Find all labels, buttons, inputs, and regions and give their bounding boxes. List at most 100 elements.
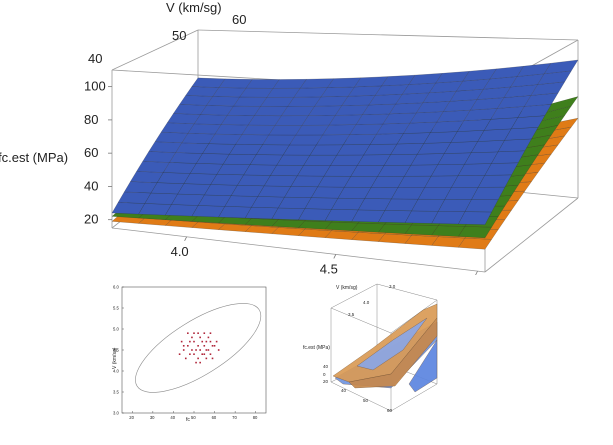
box-edge — [111, 227, 486, 273]
scatter-point — [189, 340, 191, 343]
scatter-plot-frame — [121, 286, 267, 414]
inset-z-tick-label: 20 — [323, 379, 329, 384]
x-tick-mark — [333, 254, 337, 259]
scatter-point — [213, 345, 216, 347]
scatter-y-tick-label: 4.0 — [113, 369, 119, 374]
scatter-point — [211, 345, 214, 347]
scatter-point — [189, 353, 191, 355]
scatter-x-tick-label: 40 — [170, 415, 175, 420]
scatter-point — [191, 336, 193, 339]
scatter-point — [217, 349, 220, 351]
y-tick-label: 40 — [88, 51, 102, 66]
scatter-point — [209, 332, 212, 334]
main-3d-surface-chart: V (km/sg) fc.est (MPa) 4.04.55.020406080… — [0, 0, 579, 275]
scatter-point — [199, 361, 201, 364]
inset-box-edge — [376, 283, 438, 301]
box-edge — [111, 29, 199, 71]
inset-box-edge — [330, 307, 392, 334]
scatter-point — [195, 361, 197, 364]
ellipse-outline — [135, 303, 262, 393]
scatter-y-tick-label: 6.0 — [113, 285, 119, 290]
scatter-point — [187, 332, 189, 334]
inset-z-label: fc.est (MPa) — [303, 345, 330, 351]
inset-blue-edge — [408, 339, 438, 393]
x-tick-label: 4.0 — [171, 244, 189, 259]
scatter-point — [205, 357, 208, 360]
scatter-x-tick-label: 80 — [253, 415, 258, 420]
scatter-x-tick-label: 30 — [150, 415, 155, 420]
scatter-y-tick-label: 3.0 — [113, 411, 119, 416]
scatter-point — [195, 349, 197, 351]
tick-labels: 4.04.55.020406080100405060 — [84, 12, 478, 275]
inset-y-label: V (km/sg) — [336, 285, 358, 291]
inset-orange-underside — [348, 317, 438, 389]
axis-labels: V (km/sg) fc.est (MPa) — [0, 0, 222, 165]
inset-x-tick-label: 40 — [341, 388, 347, 393]
surface-blue — [111, 59, 579, 225]
scatter-points — [178, 332, 220, 364]
surface-inset-chart: 3.0 3.5 4.0 0 20 40 40 50 60 V (km/sg) fc.est (M… — [303, 283, 438, 413]
scatter-x-tick-label: 60 — [212, 415, 217, 420]
scatter-point — [199, 349, 201, 351]
scatter-point — [197, 345, 199, 347]
scatter-point — [205, 349, 208, 351]
scatter-y-label: V (km/sg) — [112, 347, 118, 369]
inset-y-tick-label: 4.0 — [363, 300, 370, 305]
scatter-point — [207, 349, 210, 351]
scatter-point — [180, 340, 183, 343]
z-tick-label: 100 — [84, 79, 106, 94]
scatter-point — [209, 340, 212, 343]
z-tick-label: 80 — [84, 112, 98, 127]
inset-blue-highlight — [356, 317, 428, 371]
scatter-point — [197, 357, 199, 360]
surface-layers — [111, 59, 579, 250]
scatter-point — [178, 353, 181, 355]
box-edge — [484, 197, 579, 273]
z-tick-label: 40 — [84, 178, 98, 193]
scatter-y-tick-label: 3.5 — [113, 390, 119, 395]
y-axis-label: V (km/sg) — [166, 0, 222, 15]
inset-z-tick-label: 40 — [323, 364, 329, 369]
inset-x-tick-label: 60 — [387, 408, 393, 413]
scatter-point — [201, 353, 204, 355]
scatter-point — [203, 345, 206, 347]
x-tick-mark — [475, 270, 478, 275]
scatter-point — [197, 332, 199, 334]
scatter-point — [201, 340, 204, 343]
inset-box-edge — [330, 283, 378, 309]
scatter-point — [184, 357, 187, 360]
x-tick-label: 4.5 — [320, 261, 338, 275]
inset-x-tick-label: 50 — [363, 398, 369, 403]
x-tick-mark — [184, 236, 187, 241]
scatter-point — [203, 353, 206, 355]
scatter-inset-chart: 20 30 40 50 60 70 80 3.0 3.5 4.0 4.5 5.0 5.5 6.0 V (k… — [112, 285, 267, 423]
scatter-point — [207, 336, 210, 339]
z-axis-label: fc.est (MPa) — [0, 150, 68, 165]
scatter-point — [209, 353, 212, 355]
inset-z-tick-label: 0 — [323, 372, 326, 377]
scatter-y-tick-label: 5.5 — [113, 306, 119, 311]
scatter-point — [182, 349, 185, 351]
box-edge — [197, 29, 579, 41]
scatter-point — [203, 332, 206, 334]
y-tick-label: 50 — [172, 28, 186, 43]
scatter-y-tick-label: 4.5 — [113, 348, 119, 353]
scatter-y-tick-label: 5.0 — [113, 327, 119, 332]
y-tick-label: 60 — [232, 12, 246, 27]
inset-y-tick-label: 3.5 — [348, 312, 355, 317]
scatter-point — [205, 340, 208, 343]
scatter-point — [193, 332, 195, 334]
inset-tick-labels: 3.0 3.5 4.0 0 20 40 40 50 60 — [323, 284, 396, 413]
confidence-ellipse — [135, 303, 262, 393]
scatter-point — [182, 345, 185, 347]
scatter-point — [215, 340, 218, 343]
scatter-point — [191, 349, 193, 351]
scatter-x-tick-label: 70 — [232, 415, 237, 420]
inset-box-edge — [390, 299, 438, 334]
scatter-point — [211, 357, 214, 360]
scatter-point — [193, 340, 195, 343]
scatter-x-tick-label: 50 — [191, 415, 196, 420]
inset-box-edge — [390, 383, 438, 412]
z-tick-label: 60 — [84, 145, 98, 160]
scatter-x-tick-label: 20 — [129, 415, 134, 420]
